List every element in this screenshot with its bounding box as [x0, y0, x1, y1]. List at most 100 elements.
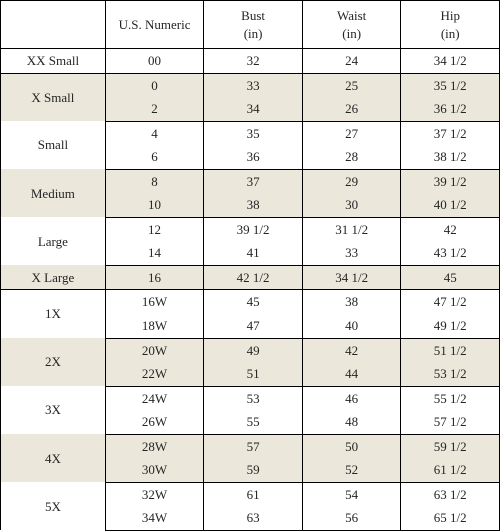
waist-cell: 52 [302, 458, 401, 482]
bust-cell: 53 [204, 386, 303, 410]
header-label: Hip [401, 7, 499, 25]
numeric-cell: 8 [105, 169, 204, 193]
numeric-cell: 14 [105, 241, 204, 265]
waist-cell: 56 [302, 506, 401, 530]
bust-cell: 37 [204, 169, 303, 193]
waist-cell: 24 [302, 49, 401, 74]
hip-cell: 51 1/2 [401, 338, 500, 362]
bust-cell: 39 1/2 [204, 217, 303, 241]
table-row: 5X32W615463 1/2 [1, 482, 500, 506]
table-row: 3X24W534655 1/2 [1, 386, 500, 410]
waist-cell: 28 [302, 145, 401, 169]
hip-cell: 36 1/2 [401, 97, 500, 121]
hip-cell: 43 1/2 [401, 241, 500, 265]
waist-cell: 42 [302, 338, 401, 362]
table-row: 2X20W494251 1/2 [1, 338, 500, 362]
col-header-waist: Waist (in) [302, 1, 401, 49]
numeric-cell: 4 [105, 121, 204, 145]
size-label-cell: X Small [1, 73, 106, 121]
hip-cell: 38 1/2 [401, 145, 500, 169]
numeric-cell: 10 [105, 193, 204, 217]
table-row: Medium8372939 1/2 [1, 169, 500, 193]
table-row: 1X16W453847 1/2 [1, 290, 500, 314]
hip-cell: 45 [401, 265, 500, 290]
table-row: X Small0332535 1/2 [1, 73, 500, 97]
size-label-cell: 2X [1, 338, 106, 386]
bust-cell: 35 [204, 121, 303, 145]
numeric-cell: 12 [105, 217, 204, 241]
bust-cell: 61 [204, 482, 303, 506]
bust-cell: 41 [204, 241, 303, 265]
hip-cell: 37 1/2 [401, 121, 500, 145]
waist-cell: 48 [302, 410, 401, 434]
size-chart-table: U.S. Numeric Bust (in) Waist (in) Hip (i… [0, 0, 500, 531]
waist-cell: 29 [302, 169, 401, 193]
size-label-cell: Small [1, 121, 106, 169]
hip-cell: 55 1/2 [401, 386, 500, 410]
numeric-cell: 20W [105, 338, 204, 362]
hip-cell: 59 1/2 [401, 434, 500, 458]
bust-cell: 59 [204, 458, 303, 482]
hip-cell: 35 1/2 [401, 73, 500, 97]
bust-cell: 45 [204, 290, 303, 314]
hip-cell: 65 1/2 [401, 506, 500, 530]
bust-cell: 63 [204, 506, 303, 530]
waist-cell: 46 [302, 386, 401, 410]
header-label: U.S. Numeric [106, 16, 204, 34]
size-label-cell: 4X [1, 434, 106, 482]
hip-cell: 63 1/2 [401, 482, 500, 506]
numeric-cell: 30W [105, 458, 204, 482]
size-label-cell: 5X [1, 482, 106, 530]
waist-cell: 26 [302, 97, 401, 121]
waist-cell: 30 [302, 193, 401, 217]
bust-cell: 47 [204, 314, 303, 338]
bust-cell: 57 [204, 434, 303, 458]
bust-cell: 32 [204, 49, 303, 74]
numeric-cell: 24W [105, 386, 204, 410]
bust-cell: 55 [204, 410, 303, 434]
size-label-cell: 1X [1, 290, 106, 338]
waist-cell: 40 [302, 314, 401, 338]
hip-cell: 53 1/2 [401, 362, 500, 386]
bust-cell: 38 [204, 193, 303, 217]
hip-cell: 47 1/2 [401, 290, 500, 314]
table-row: XX Small00322434 1/2 [1, 49, 500, 74]
numeric-cell: 16W [105, 290, 204, 314]
numeric-cell: 34W [105, 506, 204, 530]
hip-cell: 42 [401, 217, 500, 241]
header-row: U.S. Numeric Bust (in) Waist (in) Hip (i… [1, 1, 500, 49]
numeric-cell: 18W [105, 314, 204, 338]
size-label-cell: Medium [1, 169, 106, 217]
size-label-cell: Large [1, 217, 106, 265]
col-header-hip: Hip (in) [401, 1, 500, 49]
table-row: 4X28W575059 1/2 [1, 434, 500, 458]
size-label-cell: 3X [1, 386, 106, 434]
hip-cell: 61 1/2 [401, 458, 500, 482]
numeric-cell: 22W [105, 362, 204, 386]
hip-cell: 57 1/2 [401, 410, 500, 434]
bust-cell: 34 [204, 97, 303, 121]
bust-cell: 42 1/2 [204, 265, 303, 290]
numeric-cell: 0 [105, 73, 204, 97]
size-label-cell: XX Small [1, 49, 106, 74]
numeric-cell: 26W [105, 410, 204, 434]
bust-cell: 51 [204, 362, 303, 386]
numeric-cell: 16 [105, 265, 204, 290]
numeric-cell: 28W [105, 434, 204, 458]
waist-cell: 31 1/2 [302, 217, 401, 241]
numeric-cell: 6 [105, 145, 204, 169]
waist-cell: 38 [302, 290, 401, 314]
table-row: Large1239 1/231 1/242 [1, 217, 500, 241]
waist-cell: 34 1/2 [302, 265, 401, 290]
bust-cell: 49 [204, 338, 303, 362]
table-body: XX Small00322434 1/2X Small0332535 1/223… [1, 49, 500, 531]
hip-cell: 40 1/2 [401, 193, 500, 217]
hip-cell: 34 1/2 [401, 49, 500, 74]
header-label: Bust [204, 7, 302, 25]
size-label-cell: X Large [1, 265, 106, 290]
col-header-size [1, 1, 106, 49]
numeric-cell: 32W [105, 482, 204, 506]
waist-cell: 33 [302, 241, 401, 265]
header-unit: (in) [303, 25, 401, 43]
waist-cell: 54 [302, 482, 401, 506]
